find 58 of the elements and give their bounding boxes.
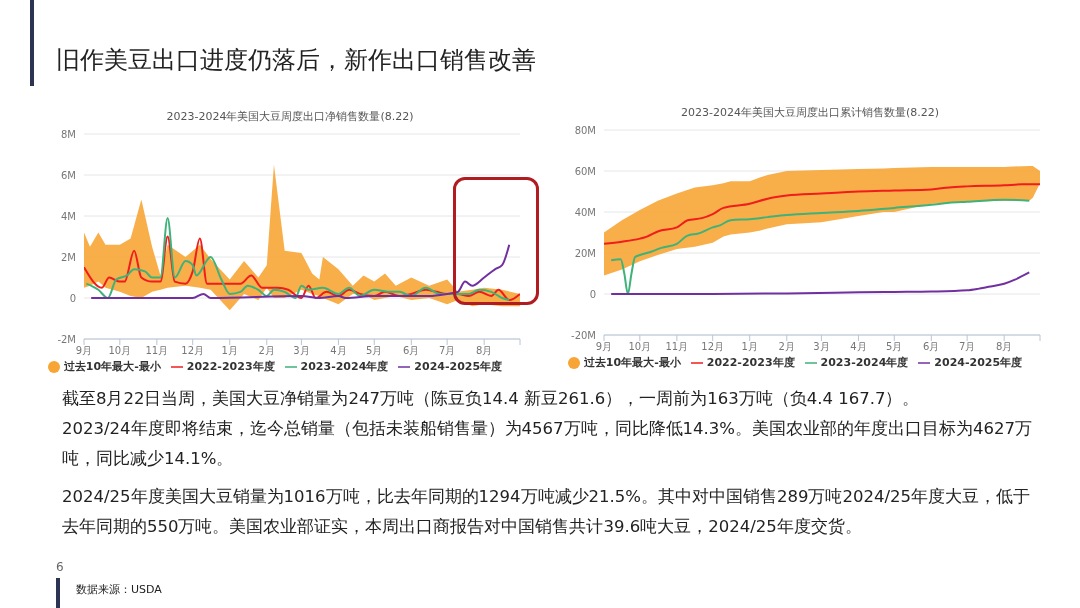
x-tick-label: 2月 bbox=[258, 345, 275, 357]
text: 2023/24年度即将结束，迄今总销量（包括未装船销售量）为4567万吨，同比降低14.3%。美国农业部的年度出口目标为4627万吨，同比减少14.1%。 bbox=[62, 418, 1033, 470]
x-tick-label: 3月 bbox=[813, 341, 830, 353]
y-tick-label: 60M bbox=[574, 165, 596, 177]
y-tick-label: -20M bbox=[571, 329, 596, 341]
legend-label: 2022-2023年度 bbox=[706, 356, 795, 369]
y-tick-label: 0 bbox=[589, 288, 596, 300]
legend-label: 2024-2025年度 bbox=[414, 360, 503, 373]
x-tick-label: 12月 bbox=[181, 345, 205, 357]
legend-label: 2024-2025年度 bbox=[934, 356, 1023, 369]
x-tick-label: 3月 bbox=[293, 345, 310, 357]
x-tick-label: 8月 bbox=[475, 345, 493, 357]
y-tick-label: 8M bbox=[61, 128, 76, 140]
chart-title: 2023-2024年美国大豆周度出口累计销售数量(8.22) bbox=[679, 105, 940, 121]
line-series bbox=[604, 183, 1040, 245]
y-tick-label: 4M bbox=[61, 210, 76, 222]
text: 2024/25年度美国大豆销量为1016万吨，比去年同期的1294万吨减少21.5%。其中对中国销售289万吨2024/25年度大豆，低于去年同期的550万吨。美国农业部证实，本周出口商报告对中国销售共计39.6吨大豆，2024/25年度交货。 bbox=[62, 486, 1031, 538]
x-tick-label: 7月 bbox=[438, 345, 456, 357]
y-tick-label: 20M bbox=[574, 247, 596, 259]
x-tick-label: 10月 bbox=[108, 345, 132, 357]
text: 旧作美豆出口进度仍落后，新作出口销售改善 bbox=[56, 45, 536, 76]
x-tick-label: 5月 bbox=[886, 341, 903, 353]
y-tick-label: 0 bbox=[69, 292, 76, 304]
line-series bbox=[85, 217, 511, 302]
legend-label: 2023-2024年度 bbox=[300, 360, 389, 373]
text: 截至8月22日当周，美国大豆净销量为247万吨（陈豆负14.4 新豆261.6），一周前为163万吨（负4.4 167.7）。 bbox=[62, 388, 921, 410]
x-tick-label: 8月 bbox=[995, 341, 1013, 353]
x-tick-label: 12月 bbox=[701, 341, 725, 353]
y-tick-label: -2M bbox=[57, 333, 76, 345]
legend-label: 过去10年最大-最小 bbox=[63, 360, 161, 373]
x-tick-label: 11月 bbox=[145, 345, 169, 357]
line-series bbox=[610, 198, 1031, 295]
x-tick-label: 1月 bbox=[221, 345, 238, 357]
x-tick-label: 6月 bbox=[403, 345, 420, 357]
legend-label: 2022-2023年度 bbox=[186, 360, 275, 373]
x-tick-label: 4月 bbox=[330, 345, 347, 357]
x-tick-label: 1月 bbox=[741, 341, 758, 353]
line-series bbox=[610, 271, 1031, 295]
x-tick-label: 11月 bbox=[665, 341, 689, 353]
line-series bbox=[90, 243, 511, 299]
x-tick-label: 5月 bbox=[366, 345, 383, 357]
y-tick-label: 2M bbox=[61, 251, 76, 263]
y-tick-label: 40M bbox=[574, 206, 596, 218]
x-tick-label: 2月 bbox=[778, 341, 795, 353]
legend-label: 过去10年最大-最小 bbox=[583, 356, 681, 369]
y-tick-label: 6M bbox=[61, 169, 76, 181]
x-tick-label: 7月 bbox=[958, 341, 976, 353]
y-tick-label: 80M bbox=[574, 124, 596, 136]
x-tick-label: 4月 bbox=[850, 341, 867, 353]
chart-title: 2023-2024年美国大豆周度出口净销售数量(8.22) bbox=[165, 109, 415, 125]
x-tick-label: 10月 bbox=[628, 341, 652, 353]
source-note: 数据来源：USDA bbox=[76, 582, 162, 597]
text: 6 bbox=[56, 560, 64, 574]
x-tick-label: 6月 bbox=[923, 341, 940, 353]
line-series bbox=[84, 235, 520, 302]
x-tick-label: 9月 bbox=[595, 341, 613, 353]
x-tick-label: 9月 bbox=[75, 345, 93, 357]
legend-label: 2023-2024年度 bbox=[820, 356, 909, 369]
